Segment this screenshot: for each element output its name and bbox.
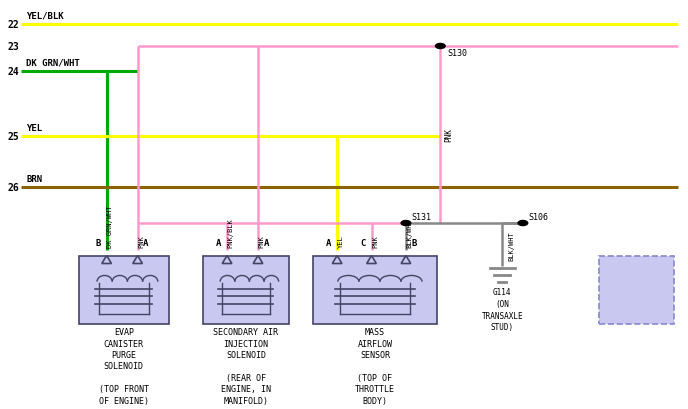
Polygon shape — [401, 256, 411, 264]
Text: PNK: PNK — [444, 128, 453, 142]
Text: PNK: PNK — [372, 234, 378, 247]
Text: SECONDARY AIR
INJECTION
SOLENOID

(REAR OF
ENGINE, IN
MANIFOLD): SECONDARY AIR INJECTION SOLENOID (REAR O… — [213, 327, 279, 405]
Text: DK GRN/WHT: DK GRN/WHT — [26, 59, 80, 68]
Text: G114
(ON
TRANSAXLE
STUD): G114 (ON TRANSAXLE STUD) — [482, 287, 523, 332]
Text: YEL: YEL — [26, 124, 42, 133]
Text: YEL/BLK: YEL/BLK — [26, 12, 64, 21]
Text: MASS
AIRFLOW
SENSOR

(TOP OF
THROTTLE
BODY): MASS AIRFLOW SENSOR (TOP OF THROTTLE BOD… — [355, 327, 395, 405]
Text: PNK: PNK — [259, 234, 264, 247]
Text: PNK/BLK: PNK/BLK — [228, 217, 233, 247]
Text: 22: 22 — [8, 20, 20, 30]
Text: 24: 24 — [8, 67, 20, 77]
Polygon shape — [133, 256, 142, 264]
Polygon shape — [367, 256, 376, 264]
Text: S106: S106 — [528, 213, 548, 222]
Text: YEL: YEL — [338, 234, 343, 247]
Circle shape — [518, 221, 528, 226]
Text: 23: 23 — [8, 42, 20, 52]
Text: A: A — [326, 239, 332, 248]
Polygon shape — [332, 256, 342, 264]
Text: A: A — [143, 239, 149, 248]
Text: B: B — [411, 239, 417, 248]
Text: S131: S131 — [411, 213, 431, 222]
Text: B: B — [96, 239, 101, 248]
Text: BLK/WHT: BLK/WHT — [407, 217, 412, 247]
Text: S130: S130 — [447, 49, 467, 58]
Text: 25: 25 — [8, 132, 20, 142]
Bar — [599, 256, 674, 324]
Bar — [203, 256, 289, 324]
Text: BLK/WHT: BLK/WHT — [508, 230, 514, 260]
Circle shape — [436, 44, 445, 49]
Text: EVAP
CANISTER
PURGE
SOLENOID

(TOP FRONT
OF ENGINE): EVAP CANISTER PURGE SOLENOID (TOP FRONT … — [99, 327, 149, 405]
Text: 26: 26 — [8, 182, 20, 192]
Text: BRN: BRN — [26, 174, 42, 183]
Bar — [313, 256, 437, 324]
Text: C: C — [361, 239, 366, 248]
Text: DK GRN/WHT: DK GRN/WHT — [107, 204, 113, 247]
Polygon shape — [222, 256, 232, 264]
Bar — [79, 256, 169, 324]
Polygon shape — [102, 256, 111, 264]
Text: PNK: PNK — [138, 234, 144, 247]
Text: A: A — [264, 239, 269, 248]
Polygon shape — [253, 256, 263, 264]
Text: A: A — [216, 239, 222, 248]
Circle shape — [401, 221, 411, 226]
